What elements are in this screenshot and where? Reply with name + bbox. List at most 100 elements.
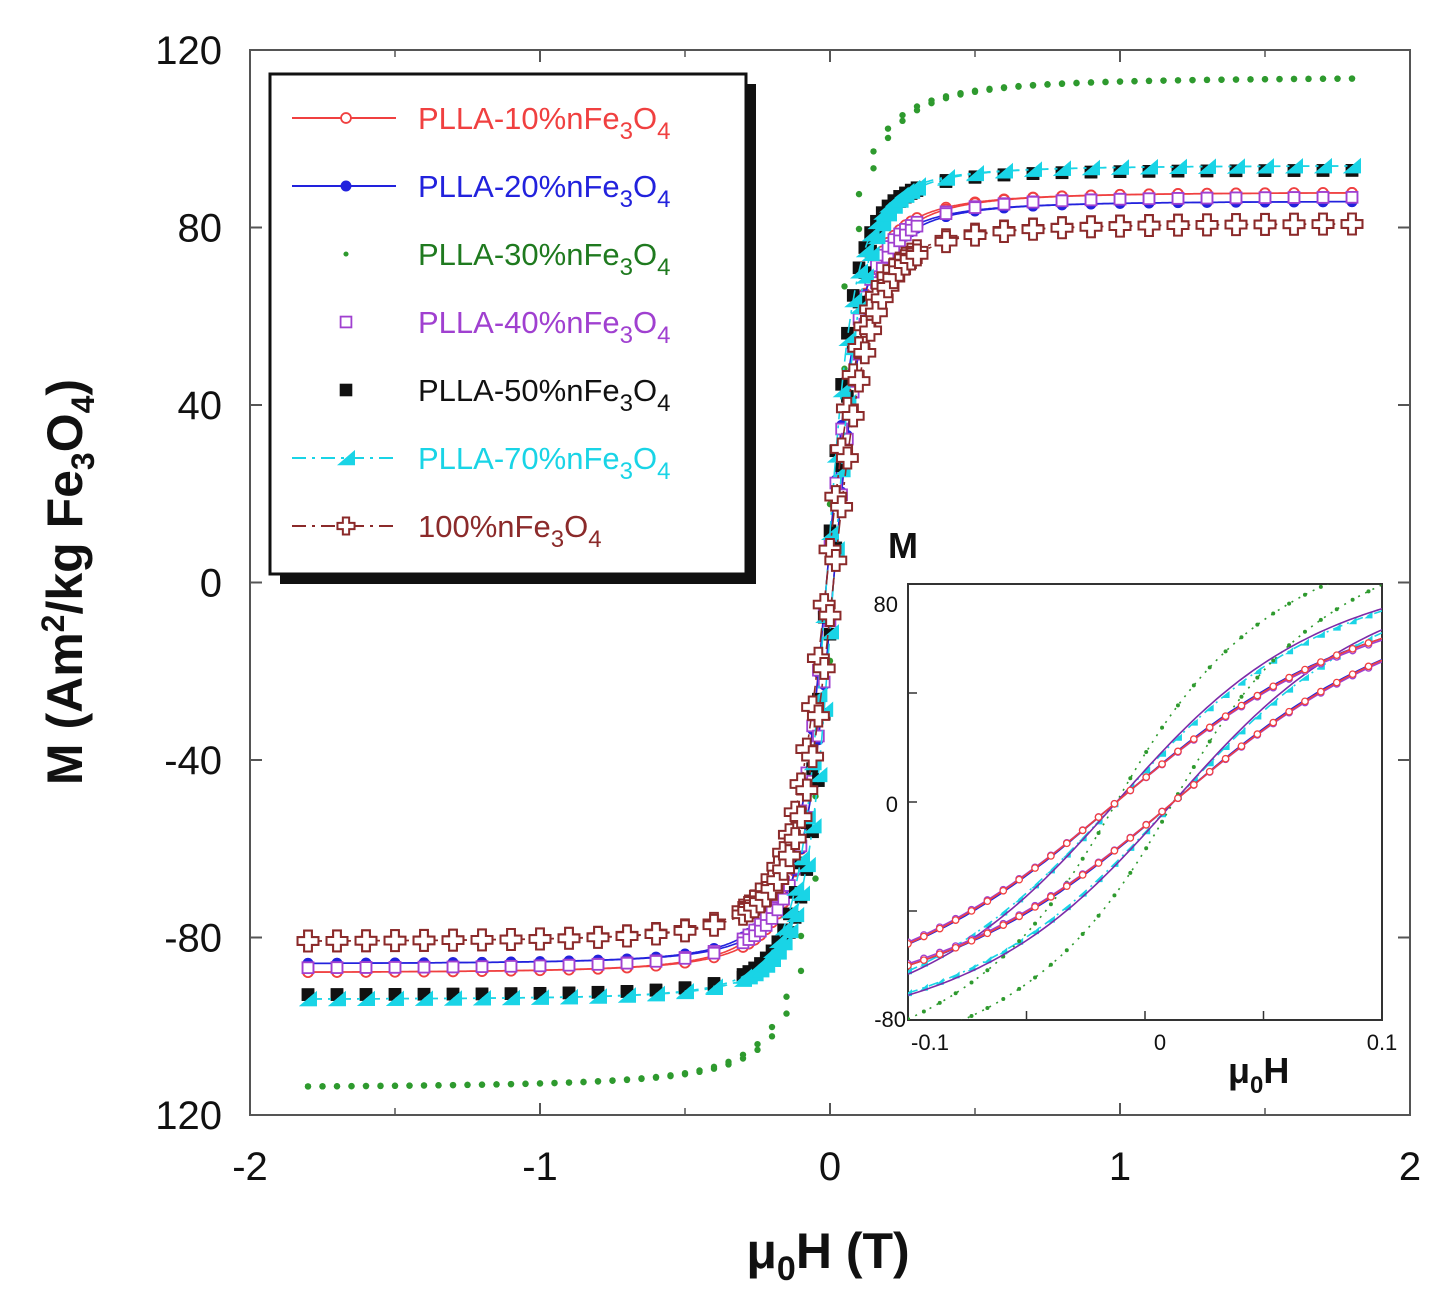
data-point [377, 1082, 384, 1090]
inset-point [1221, 690, 1230, 698]
inset-point [1285, 673, 1293, 682]
inset-x-label: μ0H [1228, 1050, 1289, 1099]
data-point [536, 1080, 544, 1087]
data-point [473, 990, 491, 1006]
data-point [1218, 76, 1225, 83]
inset-point [967, 964, 976, 972]
legend-label: PLLA-50%nFe3O4 [418, 373, 670, 417]
data-point [531, 989, 549, 1005]
data-point [328, 990, 346, 1007]
inset-point [1033, 921, 1038, 926]
inset-point [951, 916, 960, 924]
data-point [780, 903, 799, 919]
data-point [1108, 214, 1132, 238]
data-point [412, 928, 436, 952]
data-point [797, 967, 805, 975]
data-point [783, 1010, 790, 1017]
inset-point [908, 961, 912, 970]
data-point [1102, 78, 1109, 86]
inset-x-tick-neg0.1: -0.1 [911, 1030, 949, 1055]
inset-point [1207, 665, 1212, 670]
data-point [644, 922, 668, 946]
data-point [786, 880, 805, 896]
inset-point [1158, 760, 1166, 768]
data-point [739, 1055, 747, 1062]
data-point [855, 225, 863, 233]
inset-point [1191, 765, 1196, 770]
inset-point [1015, 912, 1024, 921]
data-point [562, 958, 576, 972]
inset-point [953, 991, 958, 996]
inset-point [1207, 739, 1212, 744]
data-point [589, 988, 607, 1004]
inset-point [1126, 834, 1135, 842]
data-point [812, 656, 836, 680]
data-point [844, 291, 863, 308]
data-point [832, 381, 851, 398]
data-point [415, 990, 433, 1006]
data-point [1203, 76, 1211, 84]
inset-point [1096, 830, 1101, 835]
inset-point [1017, 986, 1022, 991]
data-point [725, 1061, 732, 1068]
data-point [1145, 77, 1153, 85]
inset-point [1239, 694, 1244, 699]
data-point [792, 885, 810, 901]
data-point [580, 1078, 587, 1086]
inset-y-label: M [888, 525, 918, 566]
data-point [678, 952, 692, 965]
data-point [696, 1068, 703, 1076]
data-point [475, 960, 489, 973]
inset-point [983, 956, 992, 964]
data-point [850, 263, 868, 279]
data-point [899, 117, 906, 125]
inset-point [1366, 589, 1371, 594]
data-point [325, 929, 349, 953]
inset-point [935, 950, 944, 959]
data-point [1142, 192, 1156, 206]
data-point [359, 961, 373, 974]
inset-point [1189, 718, 1198, 726]
inset-point [1110, 846, 1119, 855]
data-point [934, 230, 958, 254]
data-point [771, 903, 785, 917]
data-point [1000, 84, 1008, 92]
data-point [818, 604, 842, 627]
inset-point [999, 886, 1008, 895]
data-point [1232, 76, 1240, 83]
data-point [1319, 75, 1327, 82]
y-tick-label: 40 [178, 384, 223, 428]
inset-series-PLLA-10%nFe3O4 [908, 637, 1382, 970]
legend-item-1: PLLA-20%nFe3O4 [292, 169, 670, 213]
inset-frame [907, 583, 1383, 1021]
inset-point [1334, 607, 1339, 612]
inset-point [1364, 662, 1373, 671]
data-point [997, 197, 1011, 211]
data-point [971, 88, 979, 96]
y-tick-label: 0 [200, 562, 222, 606]
data-point [1276, 75, 1283, 83]
data-point [1082, 159, 1100, 176]
inset-point [1094, 859, 1103, 867]
inset-point [935, 924, 944, 933]
inset-point [1285, 647, 1294, 655]
inset-point [1144, 846, 1149, 851]
data-point [754, 1046, 761, 1054]
inset-point [1269, 682, 1278, 691]
inset-point [1302, 629, 1307, 634]
inset-point [1017, 939, 1022, 944]
inset-point [1128, 870, 1133, 875]
data-point [968, 201, 982, 214]
data-point [803, 818, 822, 834]
data-point [992, 220, 1016, 243]
data-point [1055, 194, 1069, 208]
inset-point [967, 907, 976, 915]
data-point [444, 990, 462, 1006]
inset-point [983, 929, 992, 938]
data-point [1058, 80, 1066, 88]
data-point [986, 86, 993, 93]
data-point [340, 180, 352, 192]
inset-point [1253, 712, 1262, 720]
data-point [861, 245, 880, 261]
data-point [795, 778, 819, 802]
